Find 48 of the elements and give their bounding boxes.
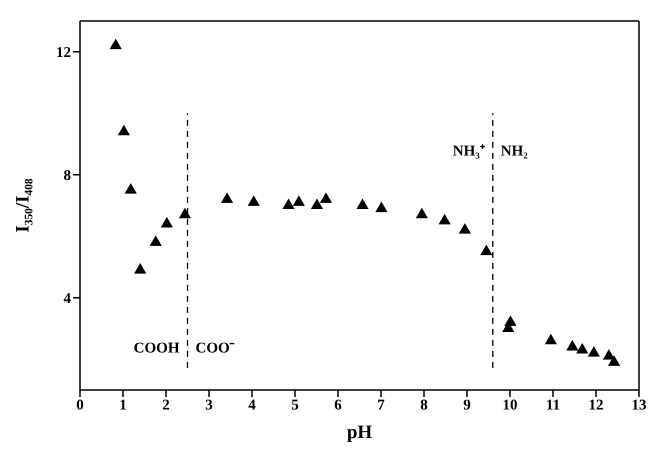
point [160,216,173,228]
point [504,315,517,326]
x-tick-label: 5 [291,398,299,414]
point [576,343,588,354]
point [150,235,162,246]
point [588,346,600,357]
x-tick-label: 7 [377,398,386,414]
x-tick-label: 9 [463,398,471,414]
annotation: COOH [134,340,180,357]
x-tick-label: 10 [502,398,518,414]
point [566,340,578,350]
point [248,195,260,206]
point [416,208,428,218]
y-tick-label: 8 [64,168,71,184]
x-tick-label: 6 [334,398,342,414]
point [124,183,137,194]
point [544,334,557,344]
y-tick-label: 12 [56,45,71,62]
point [178,208,191,218]
point [134,263,146,274]
point [320,192,332,203]
x-tick-label: 2 [162,398,170,414]
x-tick-label: 12 [588,398,604,414]
x-tick-label: 4 [248,398,256,414]
x-tick-label: 13 [632,398,646,414]
x-tick-label: 8 [420,398,428,414]
annotation: NH₂ [500,143,528,160]
y-axis-title: I₃₅₀/I₄₀₈ [12,178,34,233]
point [310,198,324,210]
point [282,198,295,210]
x-tick-label: 11 [546,398,560,414]
annotation: COO⁻ [196,340,235,357]
point [458,223,471,234]
x-tick-label: 1 [119,398,127,414]
point [608,355,620,366]
x-axis-title: pH [346,422,372,443]
y-tick-label: 4 [64,291,72,308]
point [110,38,122,50]
point [480,244,492,256]
point [118,124,130,136]
point [356,198,369,210]
point [438,214,451,224]
x-tick-label: 3 [205,398,213,414]
annotation: NH₃⁺ [452,143,485,160]
point [375,202,388,212]
x-tick-label: 0 [76,398,84,414]
point [220,192,234,203]
point [292,195,305,206]
